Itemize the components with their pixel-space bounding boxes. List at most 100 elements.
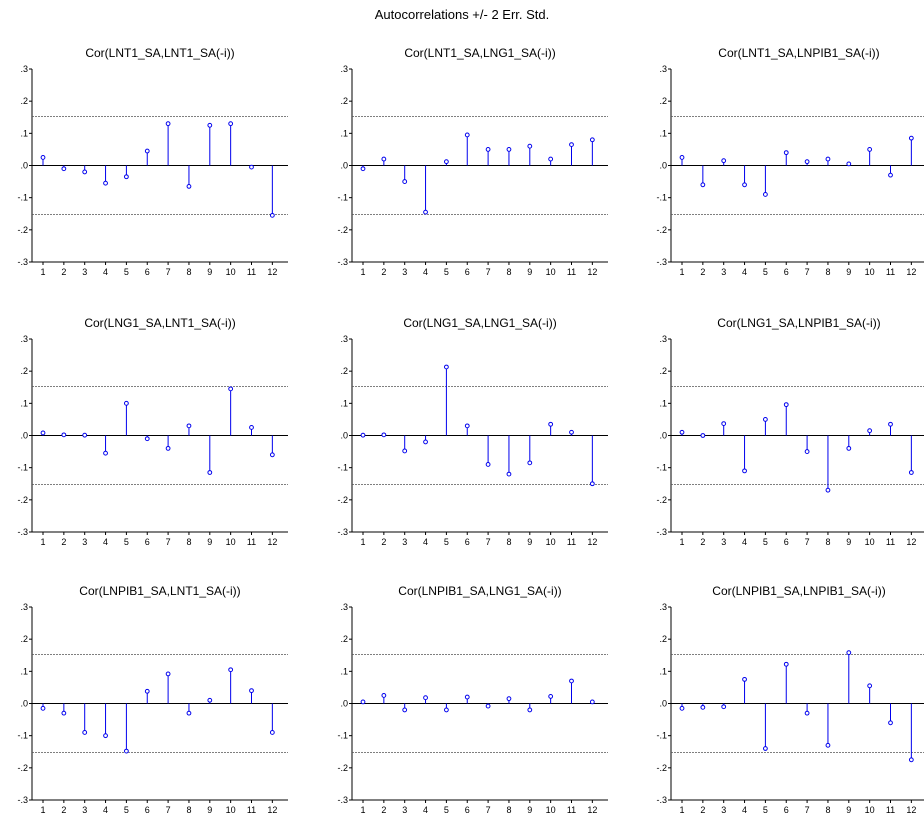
stem-point	[423, 695, 428, 701]
x-tick-label: 4	[423, 267, 428, 277]
y-tick-label: -.2	[656, 763, 667, 773]
x-tick-label: 7	[166, 267, 171, 277]
y-tick-label: .0	[20, 431, 28, 441]
y-tick-label: -.3	[17, 257, 28, 267]
stem-point	[165, 121, 171, 127]
panel-1: Cor(LNT1_SA,LNT1_SA(-i)) .3 .2 .1 .0 -.1 -.2 -.…	[17, 46, 288, 277]
y-tick-label: .2	[340, 96, 348, 106]
stem-point	[61, 710, 67, 716]
stem-point	[721, 158, 727, 164]
stem-point	[846, 161, 852, 167]
x-tick-label: 4	[423, 537, 428, 547]
x-tick-label: 2	[381, 267, 386, 277]
figure-title: Autocorrelations +/- 2 Err. Std.	[375, 7, 550, 22]
stem-point	[783, 150, 789, 156]
stem-point	[423, 209, 428, 215]
stem-point	[464, 132, 470, 138]
x-tick-label: 11	[247, 537, 256, 547]
y-tick-label: -.2	[656, 225, 667, 235]
stem-point	[228, 121, 234, 127]
panel-title: Cor(LNT1_SA,LNPIB1_SA(-i))	[718, 46, 879, 60]
x-tick-label: 8	[825, 267, 830, 277]
x-tick-label: 7	[805, 805, 810, 815]
stem-point	[589, 481, 595, 487]
y-tick-label: .0	[659, 161, 667, 171]
x-tick-label: 12	[267, 267, 277, 277]
x-tick-label: 2	[700, 267, 705, 277]
x-tick-label: 3	[721, 537, 726, 547]
x-tick-label: 10	[226, 805, 236, 815]
x-tick-label: 8	[506, 537, 511, 547]
x-tick-label: 12	[906, 537, 916, 547]
x-tick-label: 4	[742, 537, 747, 547]
y-tick-label: -.3	[656, 257, 667, 267]
panel-7: Cor(LNPIB1_SA,LNT1_SA(-i)) .3 .2 .1 .0 -.1 -.2…	[17, 584, 288, 815]
y-tick-label: .3	[340, 602, 348, 612]
stem-point	[444, 707, 449, 713]
x-tick-label: 7	[805, 537, 810, 547]
stem-point	[381, 432, 387, 438]
stem-point	[249, 688, 254, 694]
x-tick-label: 5	[444, 537, 449, 547]
stem-point	[506, 696, 512, 702]
stem-point	[548, 694, 554, 699]
x-tick-label: 6	[465, 267, 470, 277]
y-tick-label: .2	[659, 96, 667, 106]
stem-point	[721, 421, 727, 426]
y-tick-label: .2	[659, 634, 667, 644]
x-tick-label: 2	[61, 537, 66, 547]
y-tick-label: -.3	[656, 795, 667, 805]
y-tick-label: .0	[20, 161, 28, 171]
x-tick-label: 12	[587, 537, 597, 547]
x-tick-label: 3	[402, 537, 407, 547]
x-tick-label: 6	[145, 267, 150, 277]
y-tick-label: .3	[20, 602, 28, 612]
x-tick-label: 10	[865, 267, 875, 277]
x-tick-label: 5	[763, 805, 768, 815]
stem-point	[742, 676, 747, 682]
y-tick-label: .1	[659, 398, 667, 408]
stem-point	[207, 697, 213, 703]
y-tick-label: .0	[340, 161, 348, 171]
stem-point	[124, 748, 129, 754]
x-tick-label: 3	[402, 267, 407, 277]
y-tick-label: -.1	[17, 731, 28, 741]
stem-point	[679, 429, 685, 435]
y-tick-label: .2	[340, 634, 348, 644]
stem-point	[186, 710, 192, 716]
stem-point	[742, 468, 747, 474]
stem-point	[527, 460, 533, 466]
y-tick-label: .0	[20, 699, 28, 709]
x-tick-label: 9	[527, 267, 532, 277]
stem-point	[589, 137, 595, 143]
x-tick-label: 8	[825, 537, 830, 547]
stem-point	[40, 705, 46, 711]
y-tick-label: .3	[20, 64, 28, 74]
stem-point	[228, 386, 234, 392]
x-tick-label: 4	[742, 805, 747, 815]
y-tick-label: .2	[340, 366, 348, 376]
x-tick-label: 12	[906, 267, 916, 277]
stem-point	[825, 742, 831, 748]
x-tick-label: 4	[742, 267, 747, 277]
stem-point	[61, 432, 67, 438]
stem-point	[846, 445, 852, 451]
y-tick-label: -.2	[17, 225, 28, 235]
x-tick-label: 8	[186, 537, 191, 547]
stem-point	[444, 159, 449, 165]
x-tick-label: 12	[587, 267, 597, 277]
y-tick-label: -.3	[17, 527, 28, 537]
stem-point	[888, 172, 893, 178]
panel-title: Cor(LNT1_SA,LNG1_SA(-i))	[404, 46, 555, 60]
stem-point	[569, 429, 574, 435]
panel-2: Cor(LNT1_SA,LNG1_SA(-i)) .3 .2 .1 .0 -.1 -.2 -.…	[337, 46, 608, 277]
stem-point	[381, 693, 387, 698]
y-tick-label: .1	[20, 128, 28, 138]
x-tick-label: 8	[186, 805, 191, 815]
x-tick-label: 2	[381, 805, 386, 815]
x-tick-label: 12	[267, 537, 277, 547]
stem-point	[721, 704, 727, 710]
x-tick-label: 12	[267, 805, 277, 815]
x-tick-label: 6	[145, 805, 150, 815]
panel-4: Cor(LNG1_SA,LNT1_SA(-i)) .3 .2 .1 .0 -.1 -.2 -.…	[17, 316, 288, 547]
